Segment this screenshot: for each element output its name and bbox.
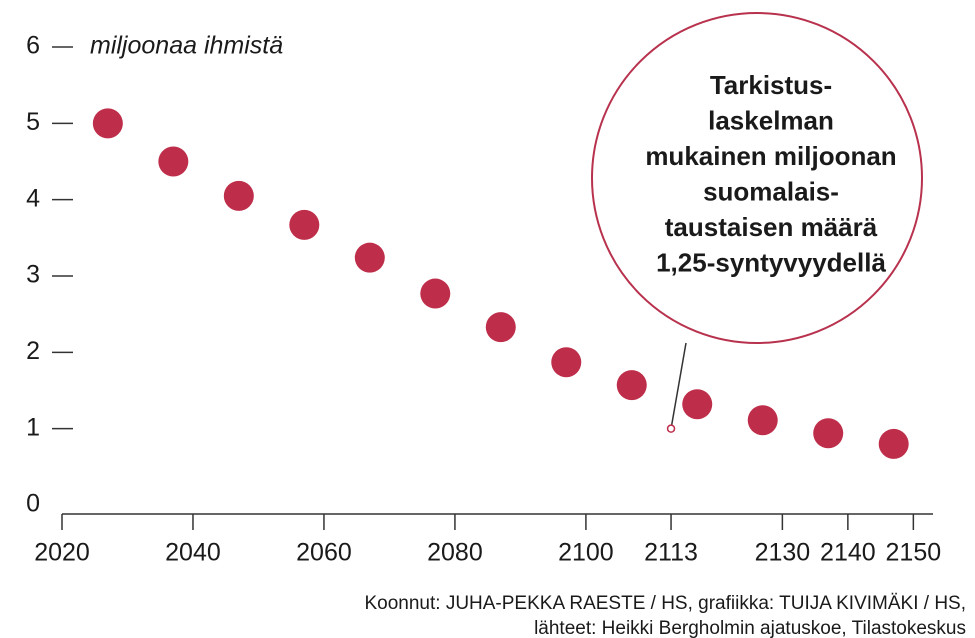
x-tick-label: 2100 <box>558 539 614 567</box>
source-note: Koonnut: JUHA-PEKKA RAESTE / HS, grafiik… <box>364 593 966 614</box>
dot <box>551 347 582 378</box>
y-tick-label: 1 <box>26 413 40 441</box>
dot <box>682 389 713 420</box>
y-tick-label: 3 <box>26 261 40 289</box>
annotation-text: Tarkistus- <box>710 70 832 100</box>
dot <box>747 405 778 436</box>
x-tick-label: 2130 <box>755 539 811 567</box>
y-tick-label: 5 <box>26 108 40 136</box>
x-tick-label: 2060 <box>296 539 352 567</box>
dot <box>158 146 189 177</box>
annotation-text: taustaisen määrä <box>665 212 878 242</box>
y-tick-label: 2 <box>26 337 40 365</box>
x-tick-label: 2113 <box>644 539 698 567</box>
y-tick-label: 4 <box>26 184 40 212</box>
annotation-leader <box>670 342 687 429</box>
x-tick-label: 2140 <box>820 539 876 567</box>
x-tick-label: 2150 <box>886 539 942 567</box>
dot <box>616 370 647 401</box>
source-note: lähteet: Heikki Bergholmin ajatuskoe, Ti… <box>534 618 966 638</box>
dot <box>813 418 844 449</box>
x-tick-label: 2040 <box>165 539 221 567</box>
dot <box>92 108 123 139</box>
y-tick-label: 0 <box>26 490 40 518</box>
x-tick-label: 2080 <box>427 539 483 567</box>
dot <box>354 242 385 273</box>
annotation-text: laskelman <box>708 105 834 135</box>
dot <box>289 209 320 240</box>
dot <box>420 278 451 309</box>
annotation-text: 1,25-syntyvyydellä <box>656 247 886 277</box>
annotation-text: suomalais- <box>703 176 839 206</box>
dot <box>878 428 909 459</box>
y-axis-label: miljoonaa ihmistä <box>90 32 283 60</box>
dot <box>485 312 516 343</box>
y-tick-label: 6 <box>26 32 40 60</box>
annotation-point <box>666 424 676 433</box>
dot <box>223 180 254 211</box>
annotation-bubble <box>591 12 923 344</box>
x-tick-label: 2020 <box>34 539 90 567</box>
annotation-text: mukainen miljoonan <box>645 141 896 171</box>
